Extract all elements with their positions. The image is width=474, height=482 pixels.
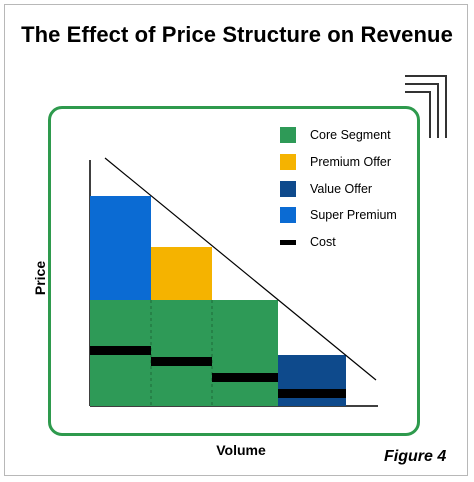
legend-label: Super Premium <box>310 208 397 223</box>
legend: Core Segment Premium Offer Value Offer S… <box>280 122 420 255</box>
legend-item-cost: Cost <box>280 229 420 256</box>
legend-swatch-premium <box>280 154 296 171</box>
legend-swatch-core <box>280 127 296 144</box>
legend-label: Core Segment <box>310 128 391 143</box>
legend-item-super: Super Premium <box>280 202 420 229</box>
legend-item-premium: Premium Offer <box>280 149 420 176</box>
figure-number: Figure 4 <box>384 448 447 465</box>
legend-swatch-value <box>280 180 296 197</box>
legend-label: Premium Offer <box>310 155 392 170</box>
legend-label: Cost <box>310 235 336 250</box>
legend-item-core: Core Segment <box>280 122 420 149</box>
x-axis-label: Volume <box>216 442 266 458</box>
legend-item-value: Value Offer <box>280 175 420 202</box>
figure-frame <box>4 4 468 476</box>
legend-swatch-super <box>280 207 296 224</box>
legend-swatch-cost <box>280 239 296 245</box>
figure-title: The Effect of Price Structure on Revenue <box>21 22 453 47</box>
legend-label: Value Offer <box>310 181 373 196</box>
corner-decoration-icon <box>405 75 447 138</box>
y-axis-label: Price <box>32 260 48 296</box>
